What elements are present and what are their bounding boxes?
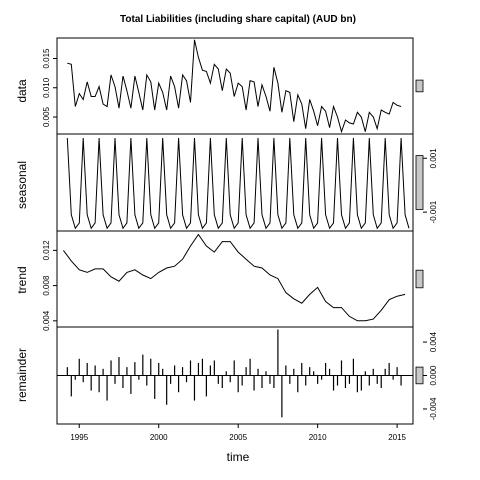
trend-scale-bar <box>416 270 423 288</box>
x-axis-label: time <box>227 450 250 464</box>
trend-y-tick-label: 0.004 <box>42 310 51 331</box>
x-tick-label: 2005 <box>229 433 247 442</box>
data-panel-ylabel: data <box>15 79 29 103</box>
x-tick-label: 2010 <box>309 433 327 442</box>
remainder-y-tick-label: 0.004 <box>429 332 438 353</box>
trend-y-tick-label: 0.008 <box>42 275 51 296</box>
x-axis: 1995 2000 2005 2010 2015 <box>70 424 406 442</box>
seasonal-panel-ylabel: seasonal <box>15 161 29 209</box>
seasonal-y-tick-label: -0.001 <box>429 200 438 223</box>
remainder-panel-ylabel: remainder <box>15 348 29 402</box>
seasonal-panel-frame <box>57 134 413 231</box>
chart-title: Total Liabilities (including share capit… <box>120 14 356 25</box>
seasonal-panel: seasonal -0.001 0.001 <box>15 134 438 231</box>
trend-panel: trend 0.004 0.008 0.012 <box>15 231 423 331</box>
trend-series-line <box>63 235 405 321</box>
trend-panel-ylabel: trend <box>15 266 29 293</box>
trend-panel-frame <box>57 231 413 327</box>
data-panel-frame <box>57 38 413 134</box>
data-y-tick-label: 0.005 <box>42 106 51 127</box>
x-tick-label: 1995 <box>70 433 88 442</box>
data-y-tick-label: 0.015 <box>42 48 51 69</box>
seasonal-y-tick-label: 0.001 <box>429 148 438 169</box>
data-panel: data 0.005 0.010 0.015 <box>15 38 423 134</box>
data-y-tick-label: 0.010 <box>42 77 51 98</box>
remainder-y-tick-label: 0.000 <box>429 365 438 386</box>
seasonal-series-line <box>67 138 409 228</box>
remainder-panel: remainder -0.004 0.000 0.004 <box>15 327 438 424</box>
x-tick-label: 2015 <box>388 433 406 442</box>
remainder-scale-bar <box>416 367 423 384</box>
remainder-y-tick-label: -0.004 <box>429 397 438 420</box>
seasonal-scale-bar <box>416 156 423 210</box>
trend-y-tick-label: 0.012 <box>42 240 51 261</box>
x-tick-label: 2000 <box>150 433 168 442</box>
data-scale-bar <box>416 80 423 92</box>
data-series-line <box>67 40 401 132</box>
